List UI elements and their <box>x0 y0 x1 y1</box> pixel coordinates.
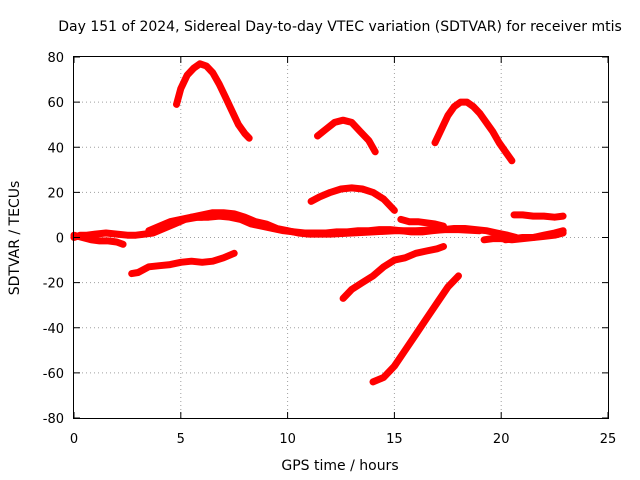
x-tick-label: 25 <box>600 432 617 447</box>
series-arc8 <box>188 209 484 238</box>
plot-frame <box>73 56 609 419</box>
x-tick-label: 0 <box>70 432 78 447</box>
x-tick-label: 15 <box>386 432 403 447</box>
series-arc1 <box>173 60 253 142</box>
series-arc10 <box>339 243 447 302</box>
data-series <box>70 60 567 386</box>
series-arc9 <box>128 249 238 278</box>
x-tick-label: 10 <box>279 432 296 447</box>
y-tick-label: 80 <box>47 51 64 66</box>
series-arc11 <box>369 272 462 386</box>
y-tick-label: -60 <box>43 367 64 382</box>
x-tick-label: 20 <box>493 432 510 447</box>
y-tick-label: 40 <box>47 141 64 156</box>
y-tick-label: 20 <box>47 186 64 201</box>
series-arc2 <box>314 116 379 156</box>
series-arc6 <box>70 231 127 248</box>
y-tick-label: -80 <box>43 412 64 427</box>
series-arc4 <box>307 184 398 214</box>
y-tick-label: -40 <box>43 322 64 337</box>
series-arc14 <box>510 211 567 221</box>
chart-title: Day 151 of 2024, Sidereal Day-to-day VTE… <box>58 19 622 35</box>
y-tick-label: 0 <box>56 232 64 247</box>
x-axis-label: GPS time / hours <box>281 458 398 474</box>
series-arc3 <box>431 98 516 165</box>
axis-ticks: 0 5 10 15 20 25 80 60 40 20 0 -20 -40 -60 -80 <box>43 51 617 447</box>
y-tick-label: -20 <box>43 277 64 292</box>
y-axis-label: SDTVAR / TECUs <box>7 181 23 296</box>
series-arc12 <box>397 215 447 230</box>
x-tick-label: 5 <box>177 432 185 447</box>
series-arc15 <box>502 227 567 244</box>
y-tick-label: 60 <box>47 96 64 111</box>
